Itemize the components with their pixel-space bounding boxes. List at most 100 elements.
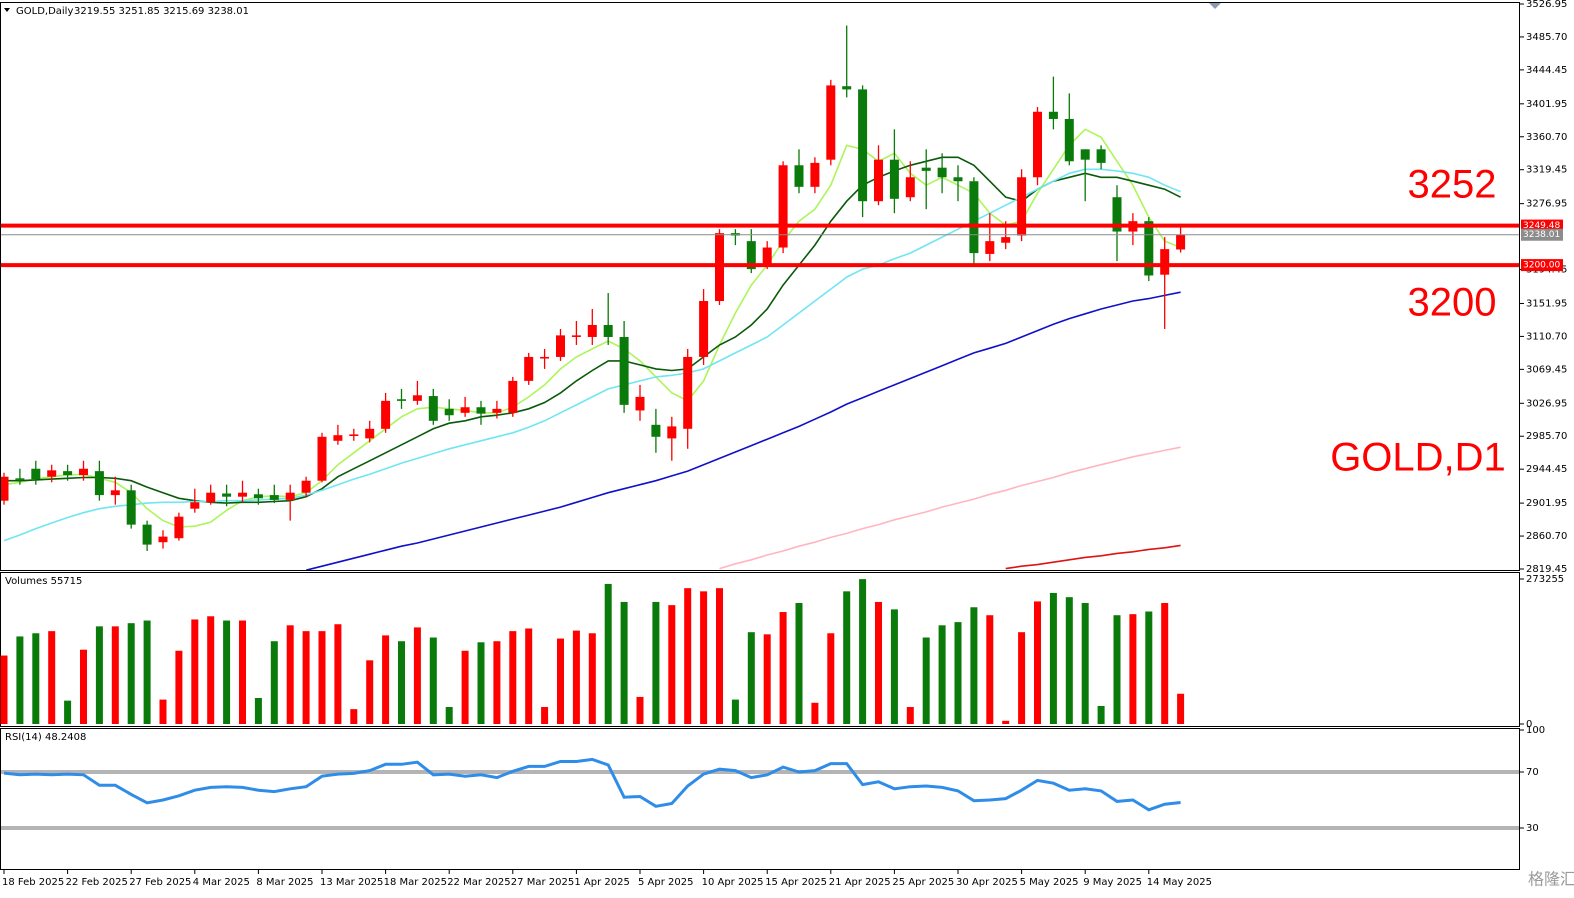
volume-bar — [127, 623, 135, 724]
x-tick-label: 4 Mar 2025 — [193, 877, 250, 888]
volume-bar — [350, 709, 358, 724]
volume-bar — [175, 650, 183, 724]
candle-body — [699, 301, 709, 357]
level-label: 3238.01 — [1523, 230, 1560, 240]
volume-bar — [461, 650, 469, 724]
level-label-box — [1521, 259, 1563, 272]
candle-body — [921, 167, 931, 171]
candle-body — [810, 162, 820, 187]
candle-body — [1144, 221, 1154, 276]
x-tick-label: 18 Mar 2025 — [384, 877, 447, 888]
candle-body — [858, 89, 868, 202]
volume-bar — [48, 631, 56, 724]
x-tick-label: 25 Apr 2025 — [892, 877, 954, 888]
volume-bar — [1002, 720, 1010, 724]
rsi-panel — [0, 728, 1520, 870]
y-tick-label: 3360.70 — [1526, 132, 1567, 143]
candle-body — [190, 502, 200, 509]
candle-body — [1033, 111, 1042, 178]
watermark: 格隆汇 — [1528, 870, 1574, 889]
moving-average — [719, 446, 1181, 570]
volume-bar — [875, 601, 882, 724]
candle-body — [492, 408, 502, 413]
volume-bar — [1034, 601, 1041, 724]
volume-bar — [716, 588, 723, 724]
x-tick-label: 10 Apr 2025 — [702, 877, 764, 888]
volume-bar — [270, 641, 278, 724]
ohlc-label: 3219.55 3251.85 3215.69 3238.01 — [74, 6, 249, 17]
menu-arrow — [4, 8, 10, 12]
y-tick-label: 3444.45 — [1526, 65, 1567, 76]
annotation: GOLD,D1 — [1330, 436, 1506, 480]
candle-body — [110, 490, 120, 496]
volume-bar — [366, 660, 374, 724]
volume-bar — [223, 620, 231, 724]
volume-bar — [1161, 603, 1169, 724]
volume-bar — [143, 620, 151, 724]
rsi-line — [3, 757, 1181, 812]
y-tick-label: 273255 — [1526, 574, 1564, 585]
volume-bar — [111, 626, 119, 724]
y-tick-label: 3110.70 — [1526, 331, 1567, 342]
volume-bar — [763, 634, 771, 724]
volume-bar — [1081, 603, 1089, 724]
volume-bar — [747, 632, 755, 724]
candle-body — [174, 516, 184, 539]
volume-bar — [1065, 597, 1073, 724]
y-tick-label: 3526.95 — [1526, 0, 1567, 10]
volume-bar — [620, 601, 628, 724]
x-tick-label: 13 Mar 2025 — [320, 877, 383, 888]
volume-bar — [493, 641, 501, 724]
candle-body — [969, 181, 979, 254]
x-tick-label: 30 Apr 2025 — [956, 877, 1018, 888]
candle-body — [1064, 118, 1074, 162]
candle-body — [301, 480, 311, 493]
y-tick-label: 3319.45 — [1526, 165, 1567, 176]
volume-bar — [159, 699, 167, 724]
candle-body — [1176, 234, 1186, 250]
candle-body — [746, 241, 756, 270]
candle-body — [1048, 111, 1058, 119]
candle-body — [460, 407, 470, 413]
x-tick-label: 5 Apr 2025 — [638, 877, 693, 888]
x-tick-label: 8 Mar 2025 — [256, 877, 313, 888]
chart-title: GOLD,Daily — [16, 6, 73, 17]
volume-bar — [334, 624, 342, 724]
rsi-title: RSI(14) 48.2408 — [5, 732, 86, 743]
volume-bar — [16, 636, 24, 724]
volume-bar — [811, 702, 819, 724]
volume-bar — [318, 631, 326, 724]
candle-body — [651, 424, 661, 437]
x-tick-label: 14 May 2025 — [1147, 877, 1212, 888]
candle-body — [874, 159, 883, 202]
volume-bar — [1177, 693, 1185, 724]
volume-bar — [843, 591, 851, 724]
y-tick-label: 100 — [1526, 725, 1545, 736]
candle-body — [778, 165, 788, 248]
annotation: 3200 — [1408, 281, 1497, 325]
volume-bar — [302, 631, 310, 724]
volume-bar — [986, 615, 994, 724]
volume-bar — [191, 619, 199, 724]
volume-bar — [1145, 611, 1153, 724]
x-tick-label: 21 Apr 2025 — [829, 877, 891, 888]
candle-body — [762, 247, 772, 267]
y-tick-label: 2944.45 — [1526, 464, 1567, 475]
x-tick-label: 22 Mar 2025 — [447, 877, 510, 888]
candle-body — [317, 436, 327, 481]
candle-body — [889, 159, 899, 199]
level-label: 3200.00 — [1523, 261, 1560, 271]
candle-body — [79, 468, 88, 476]
candle-body — [571, 335, 581, 337]
moving-average — [305, 291, 1181, 570]
candle-body — [1096, 149, 1106, 163]
y-tick-label: 2901.95 — [1526, 498, 1567, 509]
candle-body — [333, 435, 343, 441]
volume-bar — [572, 630, 580, 724]
moving-average — [3, 168, 1181, 542]
y-tick-label: 3026.95 — [1526, 398, 1567, 409]
volume-bar — [922, 637, 930, 724]
candle-body — [1080, 149, 1090, 160]
